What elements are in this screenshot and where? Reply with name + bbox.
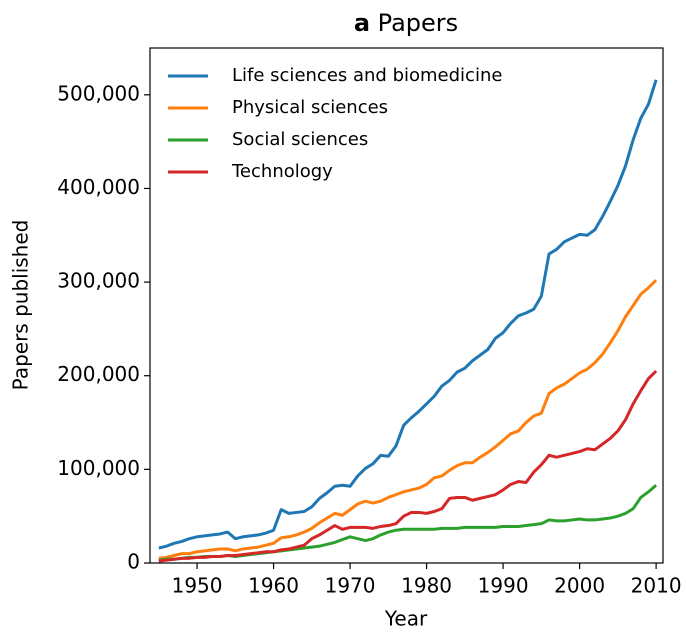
- panel-label: a: [354, 9, 370, 37]
- y-tick-label: 400,000: [57, 175, 140, 199]
- series-line: [158, 369, 658, 563]
- x-tick-label: 1950: [172, 574, 223, 598]
- legend-label: Life sciences and biomedicine: [232, 65, 502, 86]
- x-tick-label: 2010: [631, 574, 682, 598]
- series-line: [158, 279, 658, 560]
- legend-label: Social sciences: [232, 129, 368, 150]
- chart-title: a Papers: [354, 9, 458, 37]
- x-tick-label: 1960: [248, 574, 299, 598]
- plot-frame: [149, 47, 664, 564]
- title-text: Papers: [378, 9, 458, 37]
- y-tick-label: 100,000: [57, 456, 140, 480]
- series-line: [158, 79, 658, 550]
- x-tick-label: 1990: [478, 574, 529, 598]
- y-tick-label: 200,000: [57, 362, 140, 386]
- y-axis-label: Papers published: [9, 220, 33, 391]
- y-tick-label: 500,000: [57, 81, 140, 105]
- y-tick-label: 300,000: [57, 269, 140, 293]
- x-axis-label: Year: [384, 607, 428, 631]
- legend-label: Physical sciences: [232, 97, 388, 118]
- x-tick-label: 2000: [554, 574, 605, 598]
- x-tick-label: 1980: [401, 574, 452, 598]
- x-tick-label: 1970: [325, 574, 376, 598]
- legend-label: Technology: [231, 161, 333, 182]
- y-tick-label: 0: [127, 550, 140, 574]
